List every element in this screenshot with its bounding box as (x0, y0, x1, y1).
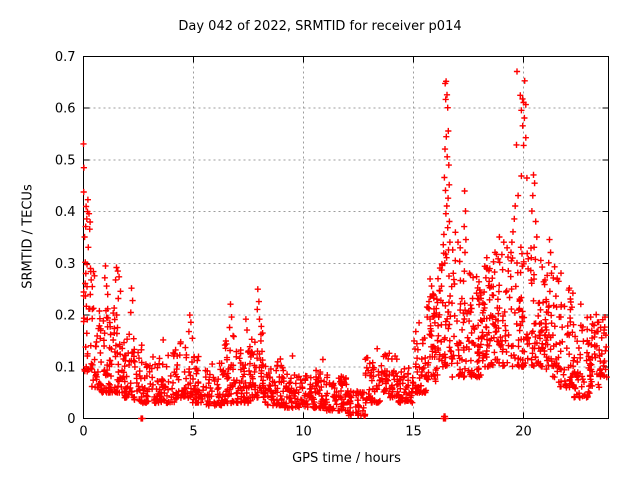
y-tick-label: 0.5 (55, 153, 76, 168)
y-tick-label: 0.2 (55, 309, 76, 324)
x-axis-label: GPS time / hours (292, 451, 401, 466)
y-tick-label: 0 (67, 412, 75, 427)
scatter-points (80, 68, 610, 422)
y-tick-label: 0.4 (55, 205, 76, 220)
y-axis-label: SRMTID / TECUs (20, 184, 36, 289)
y-tick-label: 0.6 (55, 102, 76, 117)
x-tick-label: 0 (79, 425, 87, 440)
x-tick-label: 20 (515, 425, 532, 440)
x-tick-label: 15 (405, 425, 422, 440)
y-tick-label: 0.1 (55, 360, 76, 375)
y-tick-label: 0.3 (55, 257, 76, 272)
y-tick-label: 0.7 (55, 50, 76, 65)
x-tick-label: 10 (295, 425, 312, 440)
chart-title: Day 042 of 2022, SRMTID for receiver p01… (178, 19, 462, 34)
x-tick-label: 5 (189, 425, 197, 440)
axis-tick-labels: 0 5 10 15 20 0 0.1 0.2 0.3 0.4 0.5 0.6 0.7 (55, 50, 532, 440)
